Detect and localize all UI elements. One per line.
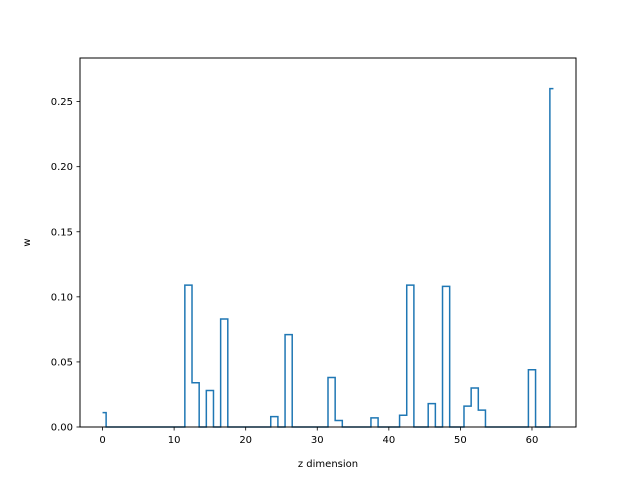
x-axis: 0 10 20 30 40 50 60 [99,427,538,446]
x-axis-label: z dimension [298,459,358,470]
x-tick-label: 0 [99,435,105,446]
y-tick-label: 0.15 [51,227,73,238]
x-tick-label: 40 [382,435,395,446]
y-axis-label: w [22,238,33,246]
x-tick-label: 10 [168,435,181,446]
plot-frame [79,57,577,428]
x-tick-label: 20 [239,435,252,446]
y-tick-label: 0.10 [51,292,73,303]
y-tick-label: 0.00 [51,423,73,434]
y-axis: 0.00 0.05 0.10 0.15 0.20 0.25 [51,97,80,434]
y-tick-label: 0.05 [51,357,73,368]
x-tick-label: 60 [526,435,539,446]
y-tick-label: 0.20 [51,162,73,173]
series-line [102,87,554,428]
x-tick-label: 30 [311,435,324,446]
x-tick-label: 50 [454,435,467,446]
y-tick-label: 0.25 [51,97,73,108]
plot-series [102,87,554,428]
